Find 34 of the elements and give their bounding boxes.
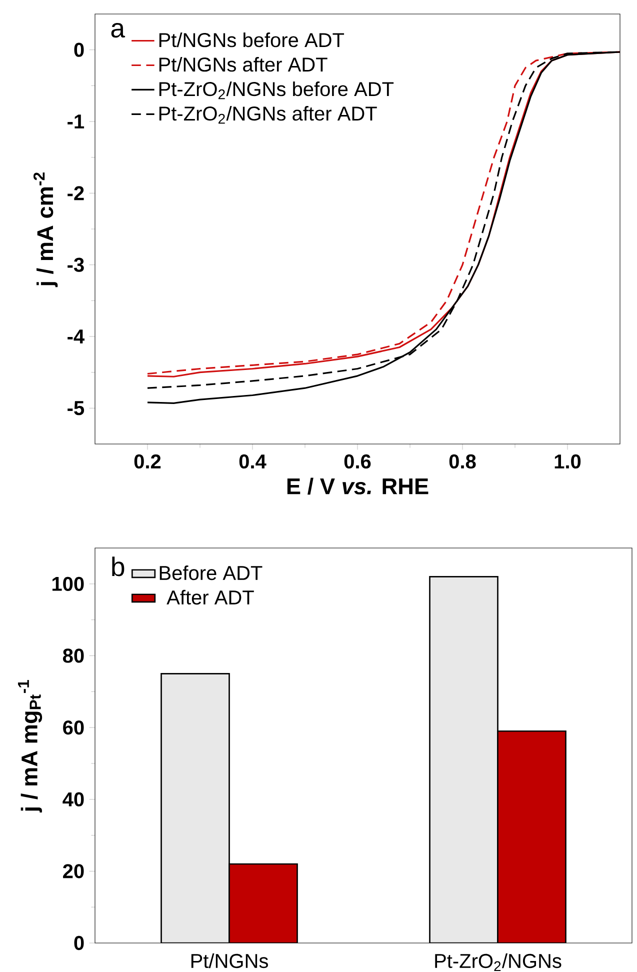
x-tick-label: 1.0	[554, 454, 581, 469]
annotation: b	[112, 556, 124, 576]
x-axis-title: E / V vs. RHE	[287, 478, 428, 495]
y-tick-label: 40	[62, 792, 84, 806]
y-tick-label: 80	[62, 648, 84, 663]
y-tick-label: 20	[63, 864, 84, 878]
y-tick-label: 100	[52, 576, 84, 591]
legend-label: Pt-ZrO$_{2}$/NGNs before ADT	[159, 81, 394, 100]
x-tick-label: 0.2	[134, 454, 161, 469]
bar	[429, 576, 498, 943]
y-axis-title: j / mA mg$_{Pt}$-1	[18, 680, 42, 813]
legend-label: Pt/NGNs after ADT	[159, 56, 328, 72]
y-tick-label: 0	[74, 42, 84, 57]
bar	[160, 673, 230, 943]
y-axis-title: j / mA cm$^{-2}$	[34, 172, 58, 288]
x-tick-label: Pt-ZrO$_{2}$/NGNs	[435, 953, 562, 972]
x-tick-label: Pt/NGNs	[191, 953, 268, 968]
y-tick-label: -1	[68, 114, 84, 128]
y-tick-label: -2	[68, 186, 84, 200]
x-tick-label: 0.4	[239, 454, 266, 469]
legend-label: Pt-ZrO$_{2}$/NGNs after ADT	[159, 106, 377, 124]
y-tick-label: -5	[68, 401, 84, 416]
y-tick-label: 0	[74, 936, 84, 950]
x-tick-label: 0.6	[344, 454, 371, 469]
x-tick-label: 0.8	[449, 454, 476, 469]
y-tick-label: -3	[68, 258, 84, 272]
annotation: a	[111, 23, 126, 38]
legend-label: Before ADT	[160, 565, 262, 580]
bar	[497, 730, 566, 943]
y-tick-label: -4	[68, 330, 84, 344]
bar	[228, 863, 298, 943]
legend-label: After ADT	[166, 590, 254, 605]
y-tick-label: 60	[63, 720, 84, 735]
legend-label: Pt/NGNs before ADT	[159, 32, 344, 48]
